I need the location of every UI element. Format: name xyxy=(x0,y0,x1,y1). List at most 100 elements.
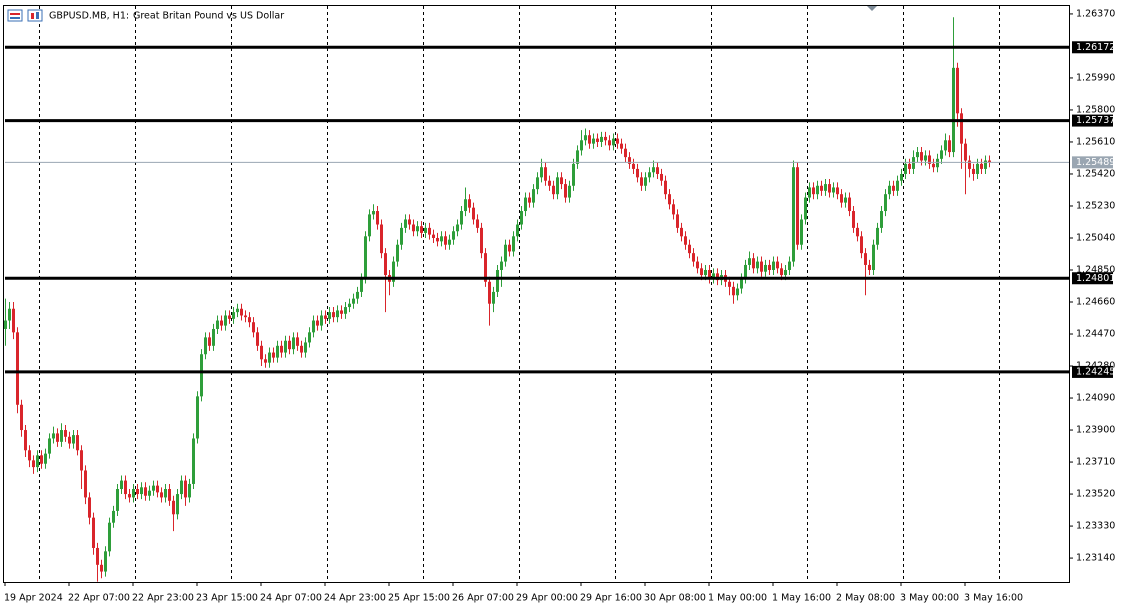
candle-body xyxy=(328,312,331,319)
candle-body xyxy=(692,253,695,262)
candle-body xyxy=(152,485,155,491)
icon-detail xyxy=(31,13,34,19)
candle-body xyxy=(344,307,347,314)
candle-body xyxy=(824,184,827,191)
candle-body xyxy=(892,185,895,191)
x-tick-label: 24 Apr 07:00 xyxy=(260,593,322,604)
candle-body xyxy=(960,113,963,144)
candle-body xyxy=(452,231,455,240)
candle-body xyxy=(28,450,31,461)
candle-body xyxy=(128,494,131,498)
y-tick-label: 1.23140 xyxy=(1076,553,1115,564)
candle-body xyxy=(492,291,495,304)
candle-body xyxy=(812,187,815,195)
candle-body xyxy=(16,332,19,405)
candle-body xyxy=(804,197,807,220)
candle-body xyxy=(832,187,835,193)
y-tick-label: 1.25800 xyxy=(1076,104,1115,115)
candle-body xyxy=(384,253,387,276)
candle-body xyxy=(776,261,779,269)
y-tick-label: 1.23900 xyxy=(1076,425,1115,436)
candle-body xyxy=(780,268,783,276)
candle-body xyxy=(880,211,883,228)
candle-body xyxy=(732,286,735,296)
icon-detail xyxy=(10,17,20,19)
x-tick-label: 26 Apr 07:00 xyxy=(452,593,514,604)
x-tick-label: 22 Apr 07:00 xyxy=(68,593,130,604)
current-price-label: 1.25489 xyxy=(1076,157,1115,168)
candle-body xyxy=(624,148,627,158)
candle-body xyxy=(216,320,219,329)
candle-body xyxy=(396,244,399,262)
vertical-grid xyxy=(39,6,1000,582)
candle-body xyxy=(956,67,959,114)
candle-body xyxy=(44,453,47,464)
overlay: 1.26370 1.25990 1.25800 1.25610 1.25420 1.252… xyxy=(4,8,1115,603)
candle-body xyxy=(124,480,127,495)
candle-body xyxy=(736,288,739,296)
candle-body xyxy=(224,315,227,326)
candle-body xyxy=(884,194,887,212)
candle-body xyxy=(536,177,539,190)
candle-body xyxy=(848,197,851,212)
candle-body xyxy=(504,244,507,262)
candle-body xyxy=(712,273,715,279)
level-box xyxy=(1072,114,1113,127)
candle-body xyxy=(816,185,819,195)
candles xyxy=(4,17,991,582)
candle-body xyxy=(104,551,107,572)
y-tick-label: 1.25040 xyxy=(1076,232,1115,243)
candle-body xyxy=(676,214,679,228)
candle-body xyxy=(408,219,411,225)
x-tick-label: 22 Apr 23:00 xyxy=(132,593,194,604)
candle-body xyxy=(552,185,555,195)
candle-body xyxy=(820,185,823,191)
candle-body xyxy=(100,564,103,572)
candle-body xyxy=(768,264,771,270)
candle-body xyxy=(60,430,63,442)
candle-body xyxy=(628,157,631,164)
candle-body xyxy=(20,404,23,431)
candle-body xyxy=(460,211,463,225)
x-tick-label: 24 Apr 23:00 xyxy=(324,593,386,604)
candle-body xyxy=(380,224,383,254)
candle-body xyxy=(184,480,187,498)
candle-body xyxy=(232,312,235,319)
candle-body xyxy=(500,261,503,270)
candle-body xyxy=(644,177,647,186)
y-tick-label: 1.24470 xyxy=(1076,329,1115,340)
candle-body xyxy=(164,489,167,498)
candle-body xyxy=(756,261,759,269)
candle-body xyxy=(668,194,671,205)
candle-body xyxy=(652,167,655,173)
candle-body xyxy=(188,483,191,498)
y-tick-label: 1.24850 xyxy=(1076,264,1115,275)
candle-body xyxy=(72,435,75,444)
candle-body xyxy=(312,320,315,333)
icon[interactable] xyxy=(7,9,23,22)
candle-body xyxy=(548,180,551,186)
candle-body xyxy=(116,489,119,511)
candle-body xyxy=(748,258,751,265)
candle-body xyxy=(440,236,443,242)
y-tick-label: 1.23710 xyxy=(1076,457,1115,468)
candle-body xyxy=(168,489,171,501)
candle-body xyxy=(340,310,343,314)
candle-body xyxy=(436,237,439,242)
level-box xyxy=(1072,41,1113,54)
candle-body xyxy=(320,315,323,326)
candle-body xyxy=(48,438,51,454)
candle-body xyxy=(212,328,215,346)
candle-body xyxy=(272,352,275,358)
x-tick-label: 30 Apr 08:00 xyxy=(644,593,706,604)
candle-body xyxy=(256,332,259,346)
candle-body xyxy=(276,345,279,358)
candle-body xyxy=(640,177,643,186)
icon[interactable] xyxy=(27,9,43,22)
candle-body xyxy=(248,317,251,323)
candle-body xyxy=(704,269,707,276)
candle-body xyxy=(800,219,803,245)
y-tick-label: 1.24660 xyxy=(1076,297,1115,308)
candle-body xyxy=(580,140,583,151)
y-tick-label: 1.23330 xyxy=(1076,521,1115,532)
